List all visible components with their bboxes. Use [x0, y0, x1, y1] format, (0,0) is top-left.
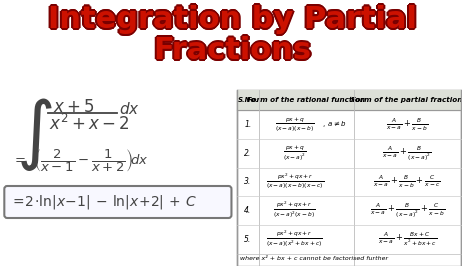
Text: Integration by Partial
Fractions: Integration by Partial Fractions	[48, 6, 417, 67]
Text: Integration by Partial
Fractions: Integration by Partial Fractions	[47, 4, 416, 64]
Text: Integration by Partial
Fractions: Integration by Partial Fractions	[46, 5, 415, 65]
Text: $\frac{A}{x-a}+\frac{Bx+C}{x^2+bx+c}$: $\frac{A}{x-a}+\frac{Bx+C}{x^2+bx+c}$	[378, 231, 437, 248]
Text: Integration by Partial
Fractions: Integration by Partial Fractions	[49, 5, 419, 65]
Text: $\int$: $\int$	[16, 96, 53, 173]
Text: $\frac{px^2+qx+r}{(x-a)(x-b)(x-c)}$: $\frac{px^2+qx+r}{(x-a)(x-b)(x-c)}$	[265, 172, 324, 192]
Text: $\frac{A}{x-a}+\frac{B}{(x-a)^2}+\frac{C}{x-b}$: $\frac{A}{x-a}+\frac{B}{(x-a)^2}+\frac{C…	[370, 201, 445, 220]
Text: Integration by Partial
Fractions: Integration by Partial Fractions	[48, 3, 417, 64]
Text: Form of the partial fraction: Form of the partial fraction	[351, 97, 463, 103]
Text: 5.: 5.	[244, 235, 252, 244]
Text: Integration by Partial
Fractions: Integration by Partial Fractions	[49, 4, 418, 64]
Text: $=\int\!\!\left(\dfrac{2}{x-1}-\dfrac{1}{x+2}\right)\!dx$: $=\int\!\!\left(\dfrac{2}{x-1}-\dfrac{1}…	[12, 147, 148, 174]
Text: $\frac{A}{x-a}+\frac{B}{(x-a)^2}$: $\frac{A}{x-a}+\frac{B}{(x-a)^2}$	[383, 144, 432, 163]
Text: Integration by Partial
Fractions: Integration by Partial Fractions	[50, 5, 419, 65]
Text: $\frac{px^2+qx+r}{(x-a)^2(x-b)}$: $\frac{px^2+qx+r}{(x-a)^2(x-b)}$	[273, 200, 316, 221]
Text: $,\ a\neq b$: $,\ a\neq b$	[322, 119, 347, 129]
Bar	[237, 90, 461, 266]
Text: $x^2+x-2$: $x^2+x-2$	[49, 114, 129, 134]
Bar	[237, 90, 461, 110]
Text: S.No.: S.No.	[237, 97, 258, 103]
Text: $=\!2\!\cdot\!\ln\!|x\!-\!1|\,-\,\ln\!|x\!+\!2|\,+\,C$: $=\!2\!\cdot\!\ln\!|x\!-\!1|\,-\,\ln\!|x…	[10, 193, 197, 211]
Text: 4.: 4.	[244, 206, 252, 215]
Text: 3.: 3.	[244, 177, 252, 186]
Text: $\frac{px+q}{(x-a)(x-b)}$: $\frac{px+q}{(x-a)(x-b)}$	[275, 115, 315, 134]
Text: Integration by Partial
Fractions: Integration by Partial Fractions	[48, 7, 417, 67]
Text: $\frac{px^2+qx+r}{(x-a)(x^2+bx+c)}$: $\frac{px^2+qx+r}{(x-a)(x^2+bx+c)}$	[266, 229, 323, 250]
Text: where x² + bx + c cannot be factorised further: where x² + bx + c cannot be factorised f…	[240, 256, 388, 261]
Text: $dx$: $dx$	[119, 101, 140, 117]
Text: Integration by Partial
Fractions: Integration by Partial Fractions	[48, 5, 417, 65]
Text: Integration by Partial
Fractions: Integration by Partial Fractions	[47, 6, 416, 66]
Text: Integration by Partial
Fractions: Integration by Partial Fractions	[48, 3, 417, 63]
Text: Integration by Partial
Fractions: Integration by Partial Fractions	[46, 5, 416, 65]
Text: $\frac{A}{x-a}+\frac{B}{x-b}+\frac{C}{x-c}$: $\frac{A}{x-a}+\frac{B}{x-b}+\frac{C}{x-…	[374, 174, 441, 190]
Text: 1.: 1.	[244, 120, 252, 129]
Text: Integration by Partial
Fractions: Integration by Partial Fractions	[49, 6, 418, 66]
Text: $x + 5$: $x + 5$	[53, 99, 95, 116]
Text: $\frac{px+q}{(x-a)^2}$: $\frac{px+q}{(x-a)^2}$	[283, 144, 307, 163]
Text: $\frac{A}{x-a}+\frac{B}{x-b}$: $\frac{A}{x-a}+\frac{B}{x-b}$	[386, 116, 428, 133]
Text: Form of the rational function: Form of the rational function	[247, 97, 365, 103]
FancyBboxPatch shape	[4, 186, 231, 218]
Text: 2.: 2.	[244, 149, 252, 158]
